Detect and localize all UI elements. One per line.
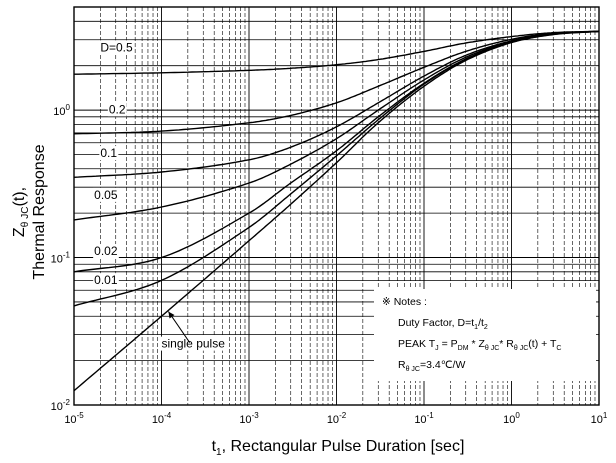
- x-tick-exponent: 0: [515, 411, 520, 420]
- x-tick-base: 10: [414, 414, 426, 426]
- note-subscript: θ JC: [485, 345, 499, 352]
- x-tick-label: 100: [503, 411, 520, 426]
- curve-label-bg: [99, 40, 135, 55]
- y-axis-label: ZθJC(t), Thermal Response: [11, 144, 48, 279]
- y-tick-exponent: -1: [63, 251, 71, 260]
- curve-label-bg: [99, 146, 119, 161]
- curve-label-bg: [93, 187, 119, 202]
- y-tick-exponent: 0: [66, 103, 71, 112]
- x-tick-exponent: -2: [339, 411, 347, 420]
- x-tick-exponent: 1: [603, 411, 608, 420]
- y-tick-base: 10: [51, 401, 63, 413]
- notes-title: ※ Notes :: [382, 296, 427, 308]
- note-subscript: θ JC: [406, 366, 420, 373]
- x-tick-label: 10-2: [327, 411, 347, 426]
- curve-label-3: 0.05: [94, 188, 118, 202]
- note-subscript: θ JC: [514, 345, 528, 352]
- series-curves: [73, 30, 600, 392]
- single-pulse-label: single pulse: [162, 337, 226, 351]
- notes-box: ※ Notes : Duty Factor, D=t1/t2 PEAK TJ = P…: [374, 289, 596, 381]
- curve-label-1: 0.2: [109, 102, 126, 116]
- series-line-1: [73, 30, 600, 135]
- x-tick-base: 10: [239, 414, 251, 426]
- x-tick-label: 101: [591, 411, 608, 426]
- notes-thermal-resistance: Rθ JC=3.4℃/W: [398, 359, 465, 373]
- notes-background: [374, 289, 596, 381]
- note-text: = P: [439, 338, 458, 350]
- x-tick-label: 10-5: [64, 411, 84, 426]
- y-tick-base: 10: [53, 106, 65, 118]
- note-text: (t) + T: [528, 338, 557, 350]
- note-text: * Z: [469, 338, 486, 350]
- y-axis-label-line1: ZθJC(t),: [11, 187, 31, 237]
- notes-duty-factor: Duty Factor, D=t1/t2: [398, 317, 488, 331]
- curve-label-5: 0.01: [94, 273, 118, 287]
- y-tick-exponent: -2: [63, 398, 71, 407]
- curve-label-bg: [107, 102, 127, 117]
- x-tick-exponent: -4: [164, 411, 172, 420]
- note-text: * R: [499, 338, 514, 350]
- y-tick-label: 100: [53, 103, 70, 118]
- x-axis-label: t1, Rectangular Pulse Duration [sec]: [212, 438, 465, 458]
- note-subscript: 2: [484, 324, 488, 331]
- notes-peak-formula: PEAK TJ = PDM * Zθ JC* Rθ JC(t) + TC: [398, 338, 561, 352]
- note-subscript: 1: [474, 324, 478, 331]
- curve-label-bg: [93, 244, 119, 259]
- x-tick-base: 10: [591, 414, 603, 426]
- note-text: =3.4℃/W: [420, 359, 465, 371]
- x-tick-base: 10: [327, 414, 339, 426]
- curve-label-0: D=0.5: [100, 40, 133, 54]
- note-subscript: J: [435, 345, 439, 352]
- plot-frame: [73, 6, 600, 406]
- x-tick-label: 10-3: [239, 411, 259, 426]
- x-tick-exponent: -3: [252, 411, 260, 420]
- x-axis-ticks: 10-5 10-4 10-3 10-2 10-1 100 101: [64, 411, 608, 426]
- x-tick-base: 10: [64, 414, 76, 426]
- y-axis-label-line2: Thermal Response: [31, 144, 48, 279]
- note-subscript: DM: [458, 345, 469, 352]
- single-pulse-label-bg: [159, 336, 228, 351]
- note-text: /t: [478, 317, 484, 329]
- single-pulse-arrow-head: [168, 311, 175, 319]
- series-line-6: [73, 30, 600, 392]
- x-tick-base: 10: [503, 414, 515, 426]
- note-subscript: C: [556, 345, 561, 352]
- note-text: PEAK T: [398, 338, 436, 350]
- curve-label-bg: [93, 273, 119, 288]
- x-tick-exponent: -5: [77, 411, 85, 420]
- curve-labels: D=0.5 0.2 0.1 0.05 0.02 0.01 single pulse: [93, 40, 228, 351]
- x-tick-exponent: -1: [427, 411, 435, 420]
- note-text: Duty Factor, D=t: [398, 317, 474, 329]
- x-tick-base: 10: [152, 414, 164, 426]
- curve-label-4: 0.02: [94, 244, 118, 258]
- y-tick-label: 10-1: [51, 251, 71, 266]
- curve-label-2: 0.1: [100, 146, 117, 160]
- x-tick-label: 10-1: [414, 411, 434, 426]
- y-tick-label: 10-2: [51, 398, 71, 413]
- note-text: R: [398, 359, 406, 371]
- x-tick-label: 10-4: [152, 411, 172, 426]
- series-line-0: [74, 30, 600, 75]
- y-tick-base: 10: [51, 254, 63, 266]
